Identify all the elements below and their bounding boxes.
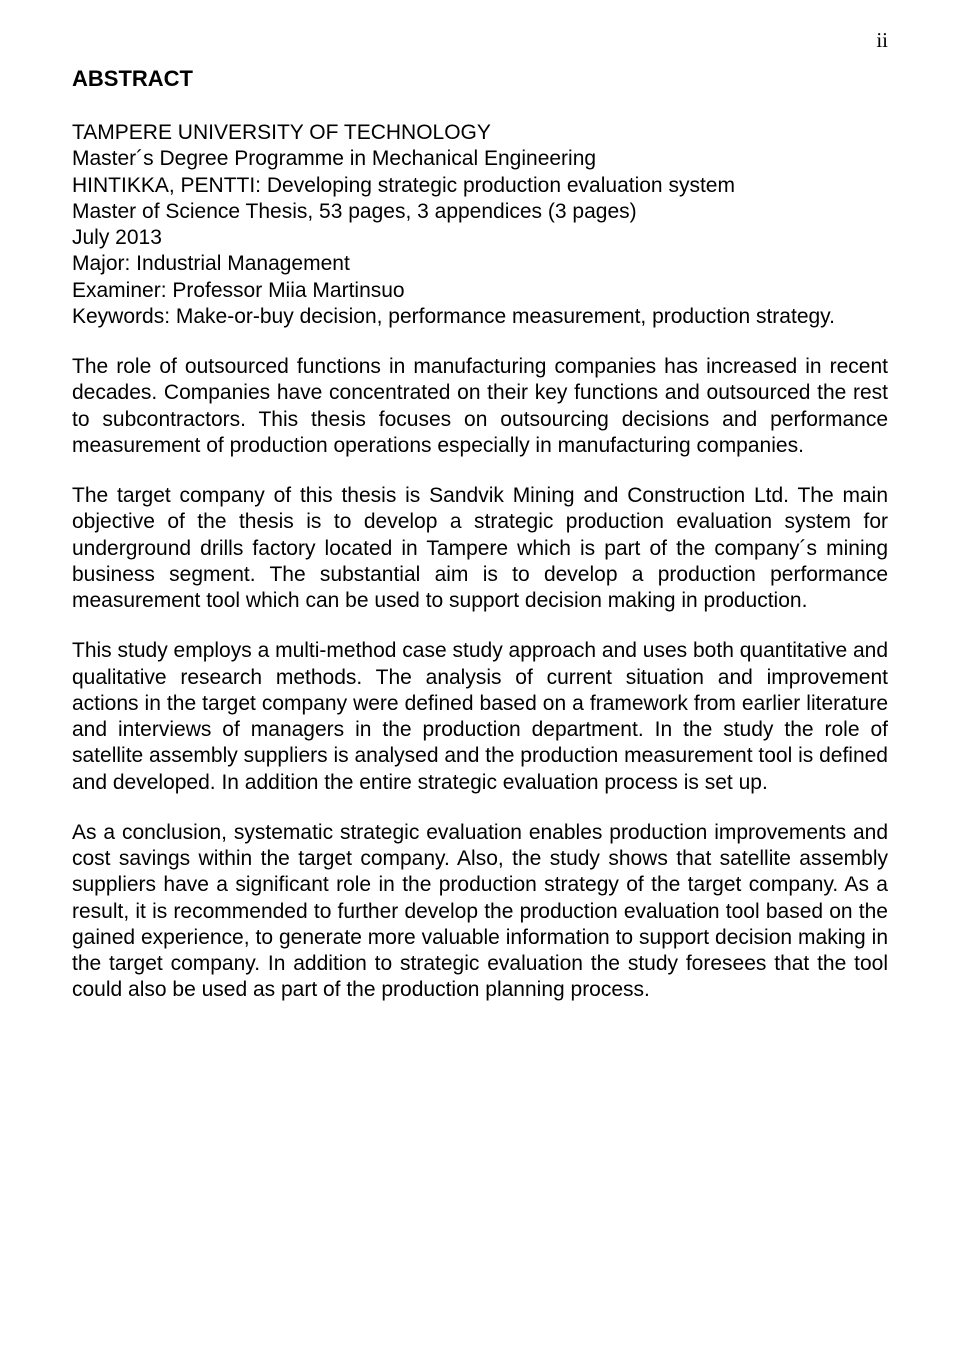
meta-examiner: Examiner: Professor Miia Martinsuo [72,278,888,304]
meta-block: TAMPERE UNIVERSITY OF TECHNOLOGY Master´… [72,120,888,330]
meta-date: July 2013 [72,225,888,251]
page-number: ii [876,28,888,53]
meta-institution: TAMPERE UNIVERSITY OF TECHNOLOGY [72,120,888,146]
meta-major: Major: Industrial Management [72,251,888,277]
meta-thesis-type: Master of Science Thesis, 53 pages, 3 ap… [72,199,888,225]
page: ii ABSTRACT TAMPERE UNIVERSITY OF TECHNO… [0,0,960,1358]
meta-keywords: Keywords: Make-or-buy decision, performa… [72,304,888,330]
meta-programme: Master´s Degree Programme in Mechanical … [72,146,888,172]
abstract-heading: ABSTRACT [72,66,888,92]
abstract-paragraph-1: The role of outsourced functions in manu… [72,354,888,459]
abstract-paragraph-4: As a conclusion, systematic strategic ev… [72,820,888,1004]
abstract-paragraph-3: This study employs a multi-method case s… [72,638,888,796]
meta-author-title: HINTIKKA, PENTTI: Developing strategic p… [72,173,888,199]
abstract-paragraph-2: The target company of this thesis is San… [72,483,888,614]
